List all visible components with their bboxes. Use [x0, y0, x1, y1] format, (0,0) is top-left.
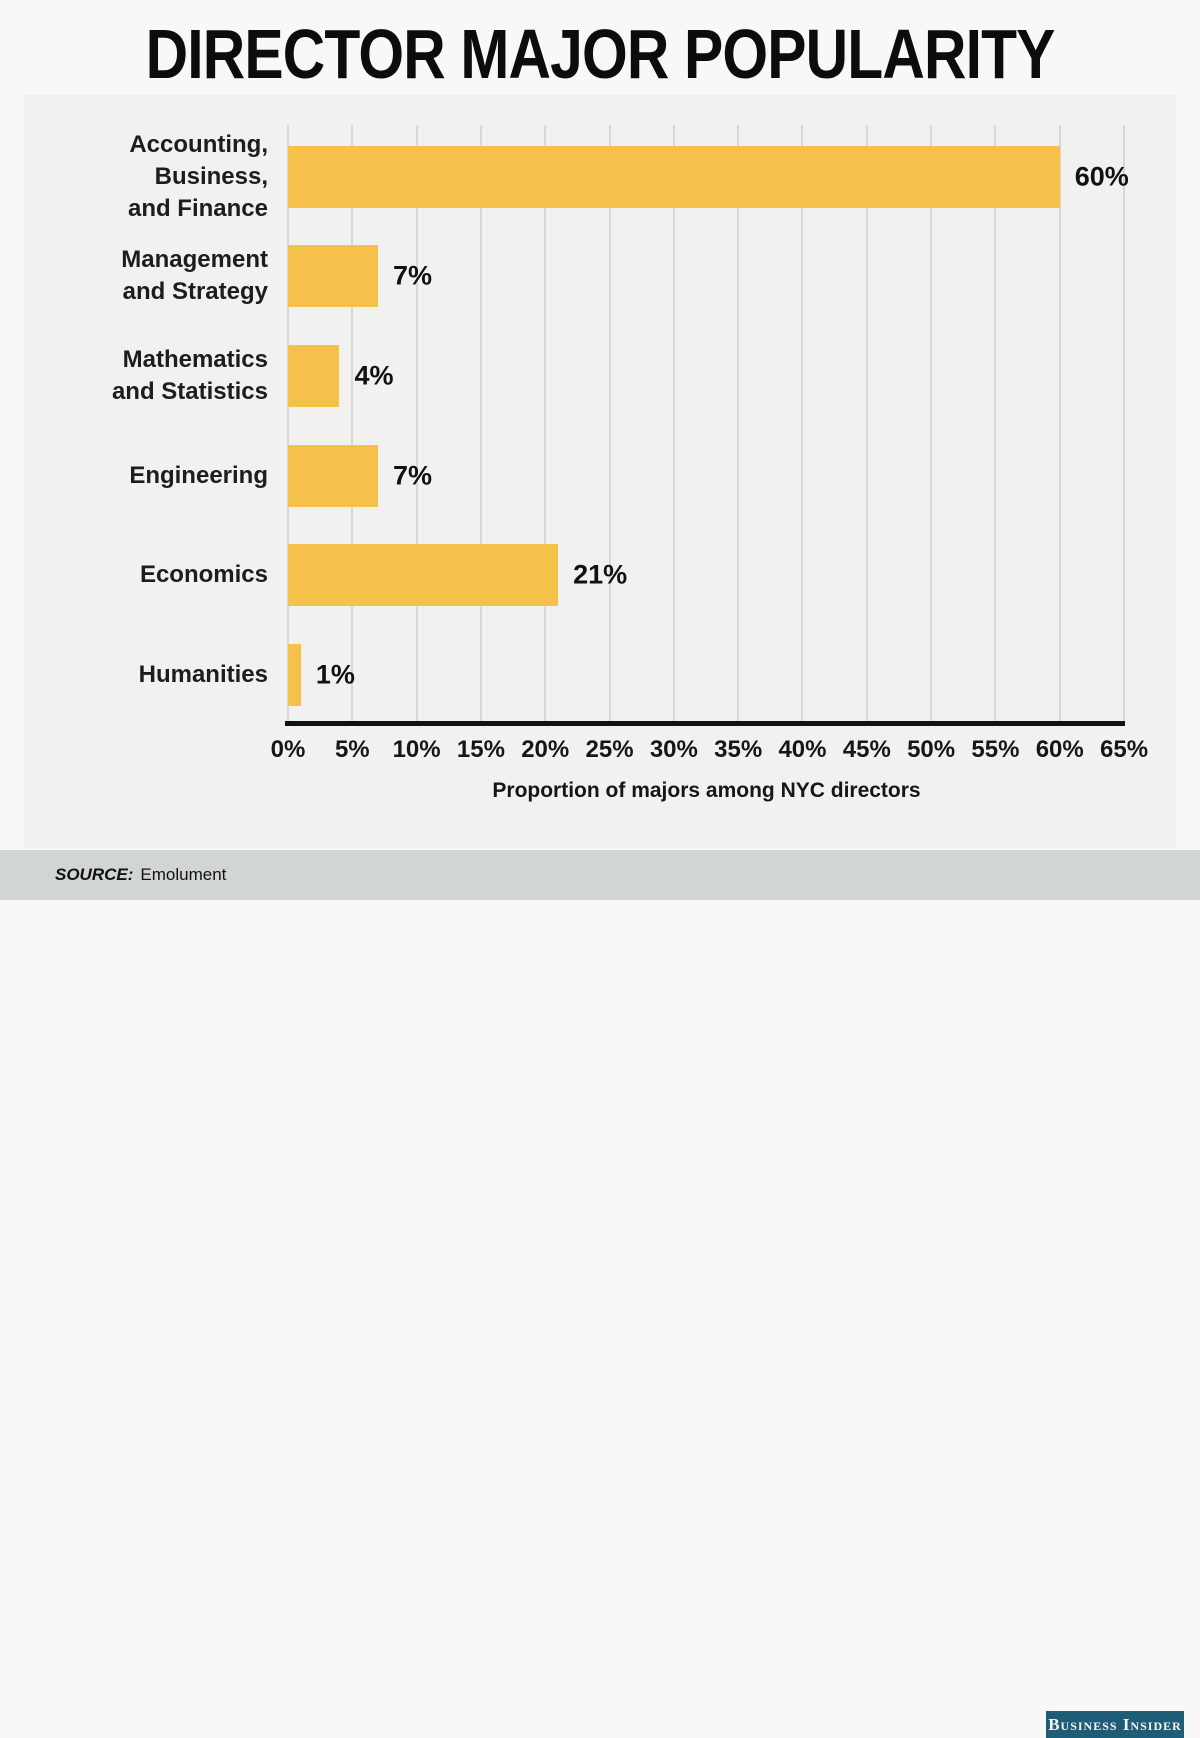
gridline — [608, 125, 611, 723]
brand-name: Business Insider — [1048, 1714, 1182, 1734]
x-tick-label: 35% — [714, 736, 763, 763]
bar — [288, 644, 301, 706]
source-value: Emolument — [140, 865, 227, 884]
gridline — [737, 125, 740, 723]
category-label: Humanities — [138, 661, 268, 688]
bar-value-label: 7% — [393, 260, 433, 291]
category-label: Accounting, Business, and Finance — [127, 130, 268, 222]
x-tick-label: 0% — [270, 736, 306, 763]
gridline — [801, 125, 804, 723]
footer: SOURCE: Emolument Business Insider — [0, 850, 1200, 1738]
gridline — [672, 125, 675, 723]
x-tick-label: 10% — [392, 736, 441, 763]
business-insider-logo: Business Insider — [1046, 1711, 1184, 1738]
x-tick-label: 5% — [334, 736, 370, 763]
bar-value-label: 4% — [354, 360, 394, 391]
gridline — [865, 125, 868, 723]
bar — [288, 544, 559, 607]
x-tick-label: 40% — [778, 736, 827, 763]
bar — [288, 245, 379, 308]
x-tick-label: 65% — [1099, 736, 1149, 763]
x-axis-title: Proportion of majors among NYC directors — [492, 779, 921, 802]
chart-panel: Accounting, Business, and Finance 60% Mana… — [24, 95, 1176, 848]
gridline — [1058, 125, 1061, 723]
bar-value-label: 60% — [1074, 161, 1129, 191]
x-tick-label: 50% — [907, 736, 956, 763]
x-tick-label: 25% — [585, 736, 634, 763]
gridline — [287, 125, 289, 723]
gridline — [1123, 125, 1126, 723]
bar — [288, 344, 340, 407]
x-tick-label: 55% — [971, 736, 1020, 763]
gridline — [415, 125, 418, 723]
bar-value-label: 7% — [393, 460, 433, 491]
gridline — [930, 125, 933, 723]
x-tick-label: 15% — [456, 736, 505, 763]
gridline — [994, 125, 997, 723]
chart-title: DIRECTOR MAJOR POPULARITY — [145, 15, 1056, 93]
gridline — [479, 125, 482, 723]
category-label: Economics — [139, 561, 268, 589]
category-label: Management and Strategy — [121, 246, 268, 306]
bar-value-label: 21% — [573, 559, 628, 590]
category-label: Mathematics and Statistics — [111, 345, 268, 405]
category-label: Engineering — [129, 461, 268, 489]
x-axis-line — [285, 721, 1125, 726]
x-tick-label: 30% — [649, 736, 698, 763]
gridline — [351, 125, 354, 723]
title-band: DIRECTOR MAJOR POPULARITY — [0, 14, 1200, 94]
bar — [288, 444, 379, 507]
x-tick-label: 20% — [521, 736, 570, 763]
x-tick-label: 45% — [842, 736, 891, 763]
source-label: SOURCE: — [55, 865, 134, 884]
x-tick-label: 60% — [1035, 736, 1084, 763]
infographic: DIRECTOR MAJOR POPULARITY Accounting, Bu… — [0, 14, 1200, 1738]
bar-value-label: 1% — [315, 659, 355, 690]
source-credit: SOURCE: Emolument — [55, 850, 226, 900]
gridline — [544, 125, 547, 723]
bar — [288, 145, 1060, 208]
